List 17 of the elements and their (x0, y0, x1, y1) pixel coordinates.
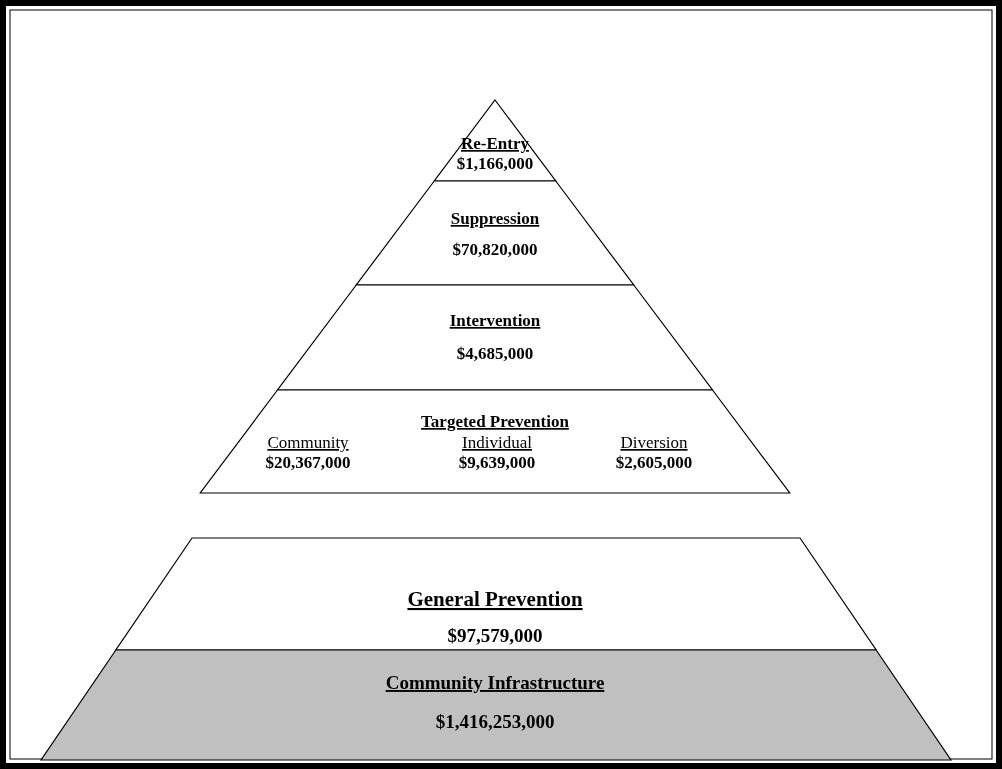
category-label: General Prevention (407, 587, 583, 611)
category-label: Re-Entry (461, 134, 530, 153)
data-label: $2,605,000 (615, 453, 693, 472)
category-label: Intervention (449, 311, 541, 330)
text: Targeted Prevention (421, 412, 570, 431)
data-label: $20,367,000 (265, 453, 351, 472)
data-label: $4,685,000 (456, 344, 534, 363)
data-label: $1,416,253,000 (435, 711, 555, 732)
data-label: $97,579,000 (447, 625, 543, 646)
data-label: $70,820,000 (452, 240, 538, 259)
category-label: Individual (462, 433, 533, 452)
data-label: $9,639,000 (458, 453, 536, 472)
category-label: Community (267, 433, 350, 452)
category-label: Community Infrastructure (385, 672, 605, 693)
category-label: Suppression (450, 209, 540, 228)
category-label: Diversion (620, 433, 689, 452)
data-label: $1,166,000 (456, 154, 534, 173)
